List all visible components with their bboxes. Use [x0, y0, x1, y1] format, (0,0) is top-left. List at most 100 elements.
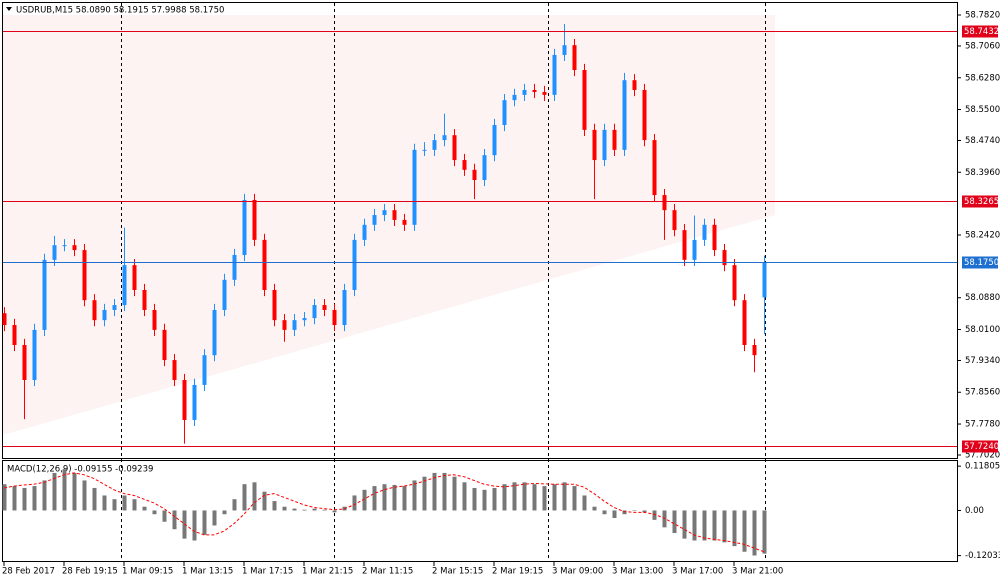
macd-bar: [192, 510, 197, 541]
macd-bar: [632, 510, 637, 511]
candle-body: [102, 309, 107, 321]
candle-body: [672, 210, 677, 231]
level-label-box: [962, 256, 998, 269]
x-tick-label: 3 Mar 21:00: [732, 567, 783, 577]
candle-body: [152, 309, 157, 330]
macd-bar: [222, 510, 227, 515]
candle-body: [582, 70, 587, 130]
candle-body: [692, 239, 697, 260]
macd-bar: [462, 482, 467, 511]
macd-bar: [532, 484, 537, 511]
candle-body: [372, 215, 377, 225]
candle-body: [352, 239, 357, 290]
candle-body: [642, 89, 647, 141]
candle-body: [762, 262, 767, 298]
candle-body: [412, 149, 417, 225]
candle-body: [592, 129, 597, 161]
candle-body: [92, 300, 97, 321]
candle-body: [532, 89, 537, 93]
macd-bar: [522, 482, 527, 511]
candle-body: [142, 289, 147, 310]
macd-bar: [92, 487, 97, 511]
candle-body: [542, 92, 547, 95]
y-tick-label: 58.6280: [965, 73, 1000, 83]
macd-bar: [742, 510, 747, 552]
macd-bar: [122, 495, 127, 511]
macd-bar: [642, 510, 647, 513]
macd-bar: [542, 486, 547, 511]
macd-bar: [472, 487, 477, 511]
candle-body: [442, 135, 447, 141]
macd-bar: [292, 508, 297, 511]
candle-body: [612, 129, 617, 150]
candle-body: [712, 224, 717, 251]
candle-body: [332, 309, 337, 326]
candle-body: [162, 329, 167, 361]
candle-body: [312, 305, 317, 319]
candle-body: [742, 300, 747, 345]
macd-bar: [362, 489, 367, 511]
macd-bar: [722, 510, 727, 543]
macd-bar: [112, 499, 117, 511]
macd-bar: [672, 510, 677, 533]
candle-body: [182, 380, 187, 420]
macd-bar: [452, 476, 457, 511]
y-tick-label: 57.7780: [965, 420, 1000, 430]
macd-bar: [322, 509, 327, 511]
candle-body: [262, 239, 267, 290]
y-tick-label: 58.3960: [965, 168, 1000, 178]
shaded-triangle: [3, 15, 775, 435]
candle-body: [362, 224, 367, 240]
candle-body: [2, 313, 7, 326]
level-label: 58.1750: [964, 258, 999, 268]
macd-bar: [592, 506, 597, 511]
macd-title: MACD(12,26,9) -0.09155 -0.09239: [7, 465, 153, 475]
y-tick-label: 57.9340: [965, 356, 1000, 366]
macd-bar: [412, 480, 417, 511]
candle-body: [202, 355, 207, 385]
macd-bar: [702, 510, 707, 541]
macd-bar: [482, 489, 487, 511]
macd-bar: [82, 480, 87, 511]
macd-bar: [102, 495, 107, 511]
x-tick-label: 3 Mar 09:00: [552, 567, 603, 577]
candle-body: [122, 265, 127, 306]
candle-body: [722, 250, 727, 266]
macd-bar: [382, 484, 387, 511]
level-label: 58.3265: [964, 197, 999, 207]
menu-arrow[interactable]: [6, 7, 12, 11]
macd-bar: [562, 482, 567, 511]
macd-bar: [262, 491, 267, 511]
macd-bar: [442, 472, 447, 511]
candle-body: [72, 245, 77, 251]
y-tick-label: 57.8560: [965, 388, 1000, 398]
candle-body: [682, 230, 687, 260]
y-tick-label: 58.0100: [965, 325, 1000, 335]
macd-bar: [52, 472, 57, 511]
candle-body: [622, 80, 627, 150]
candle-body: [632, 80, 637, 90]
x-tick-label: 3 Mar 13:00: [612, 567, 663, 577]
candle-body: [302, 318, 307, 321]
macd-bar: [232, 499, 237, 511]
candle-body: [382, 210, 387, 216]
x-tick-label: 2 Mar 11:15: [362, 567, 413, 577]
y-tick-label: 57.7020: [965, 450, 1000, 460]
macd-bar: [502, 484, 507, 511]
candle-body: [132, 265, 137, 290]
y-tick-label: 58.2420: [965, 231, 1000, 241]
macd-bar: [312, 508, 317, 511]
macd-bar: [22, 487, 27, 511]
candle-body: [662, 195, 667, 211]
macd-bar: [282, 506, 287, 511]
macd-bar: [212, 510, 217, 526]
candle-body: [242, 199, 247, 255]
x-tick-label: 2 Mar 15:15: [432, 567, 483, 577]
candle-body: [32, 329, 37, 381]
macd-bar: [602, 510, 607, 515]
macd-bar: [352, 495, 357, 511]
candle-body: [222, 279, 227, 310]
x-tick-label: 28 Feb 2017: [2, 567, 55, 577]
level-label: 57.7240: [964, 442, 999, 452]
candle-body: [232, 254, 237, 280]
